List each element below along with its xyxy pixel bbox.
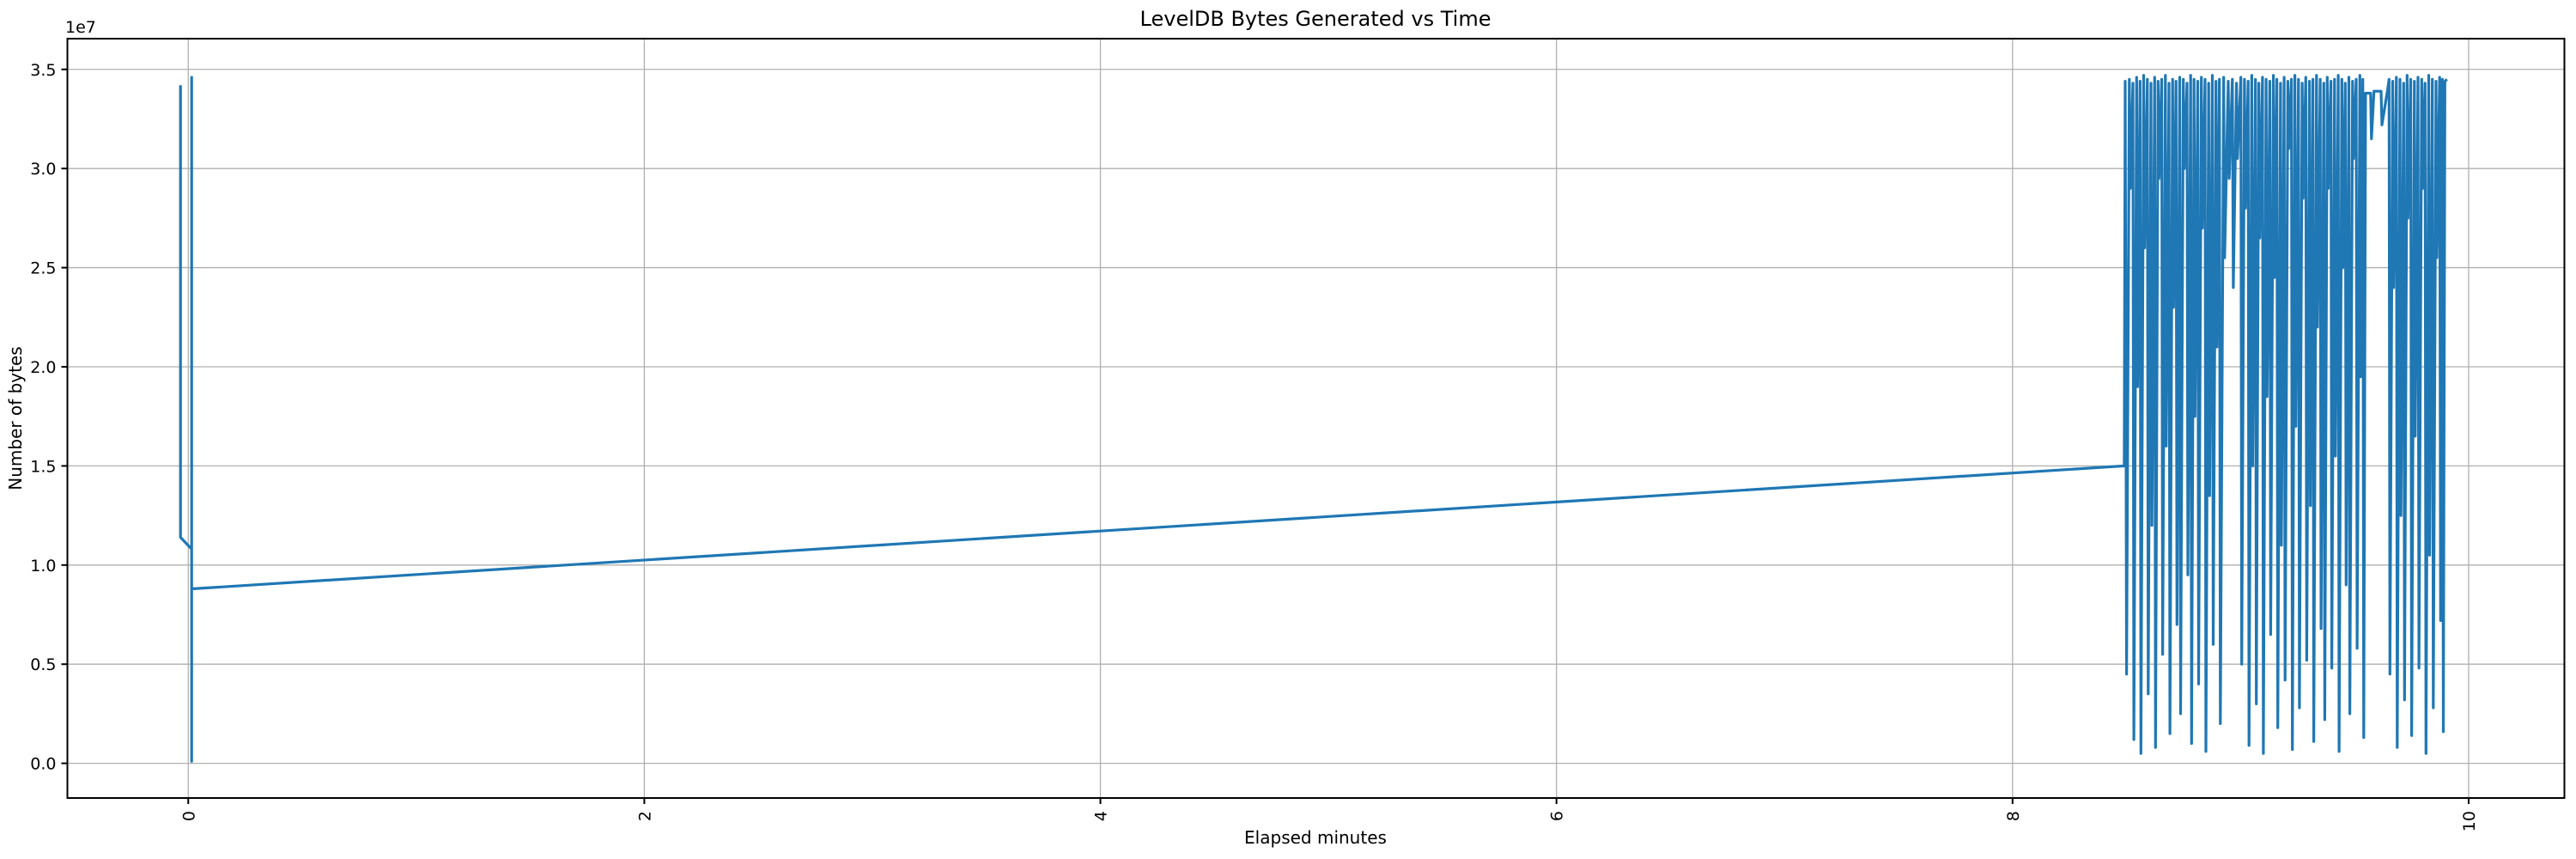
y-tick-label: 0.5 xyxy=(30,655,56,674)
y-axis-offset-label: 1e7 xyxy=(65,18,96,37)
chart-title: LevelDB Bytes Generated vs Time xyxy=(1140,7,1492,31)
y-tick-label: 2.5 xyxy=(30,259,56,278)
tick-label-layer: 0 2 4 6 8 10 0.0 0.5 1.0 1.5 2.0 2.5 3.0 3.5 xyxy=(30,61,2479,832)
x-axis-label: Elapsed minutes xyxy=(1244,827,1387,848)
plot-border xyxy=(66,38,2566,799)
data-layer xyxy=(179,74,2448,763)
y-tick-label: 1.5 xyxy=(30,457,56,476)
x-tick-label: 2 xyxy=(635,811,654,821)
x-tick-label: 0 xyxy=(179,811,198,821)
y-tick-label: 3.5 xyxy=(30,61,56,80)
y-tick-label: 0.0 xyxy=(30,755,56,774)
data-line-series xyxy=(179,74,2448,763)
x-tick-label: 4 xyxy=(1092,811,1111,821)
y-tick-label: 1.0 xyxy=(30,557,56,576)
y-tick-label: 3.0 xyxy=(30,160,56,179)
axes-layer xyxy=(61,38,2566,804)
y-axis-label: Number of bytes xyxy=(5,346,26,490)
x-tick-label: 8 xyxy=(2004,811,2023,821)
y-tick-label: 2.0 xyxy=(30,358,56,377)
x-tick-label: 6 xyxy=(1548,811,1567,821)
x-tick-label: 10 xyxy=(2460,811,2479,832)
